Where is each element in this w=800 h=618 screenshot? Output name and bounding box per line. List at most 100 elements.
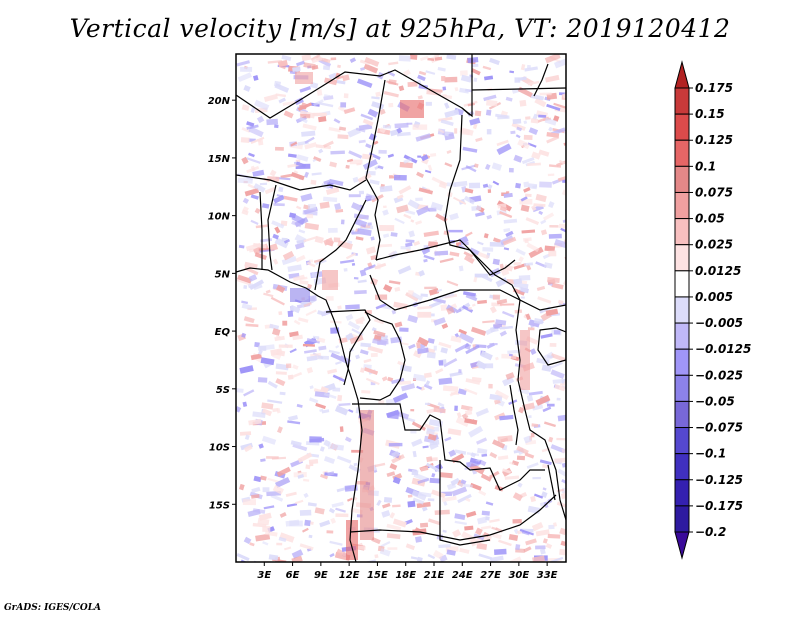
field-cell [502, 236, 517, 246]
field-cell [283, 238, 291, 244]
field-cell [291, 220, 302, 228]
field-cell [253, 183, 266, 193]
field-cell [259, 182, 268, 186]
lat-tick-label: 10S [209, 443, 230, 454]
field-cell [278, 311, 283, 316]
field-cell [523, 134, 533, 140]
field-cell [554, 383, 566, 392]
field-cell [407, 500, 416, 508]
field-cell [549, 343, 557, 347]
field-cell [236, 278, 252, 286]
field-cell [454, 342, 470, 353]
field-cell [277, 59, 288, 68]
field-cell [278, 344, 293, 348]
field-cell [513, 154, 523, 163]
field-cell [463, 195, 476, 205]
field-cell [258, 443, 264, 449]
field-cell [237, 177, 253, 184]
field-cell [375, 303, 387, 310]
field-cell [242, 499, 256, 506]
field-cell [273, 202, 285, 207]
field-cell [381, 510, 391, 518]
field-cell [280, 173, 293, 179]
field-cell [553, 522, 558, 527]
field-cell [442, 385, 459, 392]
field-cell [270, 348, 283, 356]
field-cell [454, 86, 459, 92]
field-cell [557, 414, 566, 422]
field-cell [328, 507, 336, 514]
colorbar-box [674, 139, 690, 167]
field-cell [528, 415, 532, 418]
field-cell [457, 493, 472, 504]
field-cell [428, 518, 441, 526]
field-cell [323, 392, 337, 400]
field-cell [264, 530, 278, 537]
colorbar-box [674, 218, 690, 246]
field-cell [363, 358, 372, 364]
field-cell [468, 182, 481, 189]
field-cell [252, 508, 266, 514]
field-cell [271, 456, 287, 460]
field-cell [297, 473, 305, 479]
field-cell [464, 525, 474, 531]
field-cell [515, 248, 526, 256]
field-cell [540, 333, 553, 339]
field-cell [244, 434, 250, 441]
field-cell [516, 126, 523, 132]
field-cell [540, 491, 548, 498]
field-cell [378, 149, 387, 154]
field-cell [392, 392, 409, 404]
field-cell [485, 326, 496, 336]
field-cell [427, 433, 437, 441]
field-cell [375, 294, 388, 300]
field-cell [303, 171, 309, 178]
field-cell [362, 118, 374, 127]
field-cell [450, 335, 462, 343]
field-cell [521, 156, 535, 165]
field-cell [553, 102, 566, 109]
field-cell [248, 152, 255, 158]
field-cell [520, 204, 530, 212]
field-cell [526, 242, 540, 253]
field-cell [365, 143, 372, 149]
field-cell [472, 123, 478, 130]
field-cell [297, 102, 313, 112]
field-cell [332, 444, 345, 451]
field-cell [241, 209, 249, 216]
field-cell [416, 342, 421, 349]
field-cell [309, 385, 314, 390]
field-cell [383, 284, 393, 293]
field-cell [292, 334, 303, 341]
field-cell [314, 507, 325, 515]
field-cell [398, 85, 405, 92]
field-cell [473, 77, 478, 82]
field-cell [507, 349, 521, 354]
field-cell [247, 183, 257, 190]
field-cell [345, 304, 360, 310]
field-cell [302, 123, 317, 131]
field-cell [327, 471, 335, 477]
field-cell [254, 99, 270, 111]
field-cell [444, 131, 450, 137]
field-cell [444, 162, 453, 168]
field-cell [525, 313, 531, 321]
field-cell [471, 68, 481, 76]
field-cell [297, 452, 313, 463]
colorbar-label: 0.025 [695, 238, 733, 252]
colorbar-box [674, 348, 690, 376]
field-cell [358, 123, 373, 131]
field-cell [296, 403, 303, 408]
field-cell [521, 229, 536, 234]
grads-credit: GrADS: IGES/COLA [4, 603, 102, 613]
field-cell [496, 139, 509, 147]
field-cell [343, 93, 349, 99]
field-cell [546, 135, 560, 144]
field-cell [361, 389, 371, 394]
field-cell [246, 165, 260, 174]
field-cell [394, 122, 409, 129]
field-cell [503, 247, 510, 251]
field-cell [434, 250, 449, 256]
field-cell [447, 428, 462, 436]
field-cell [310, 521, 314, 525]
